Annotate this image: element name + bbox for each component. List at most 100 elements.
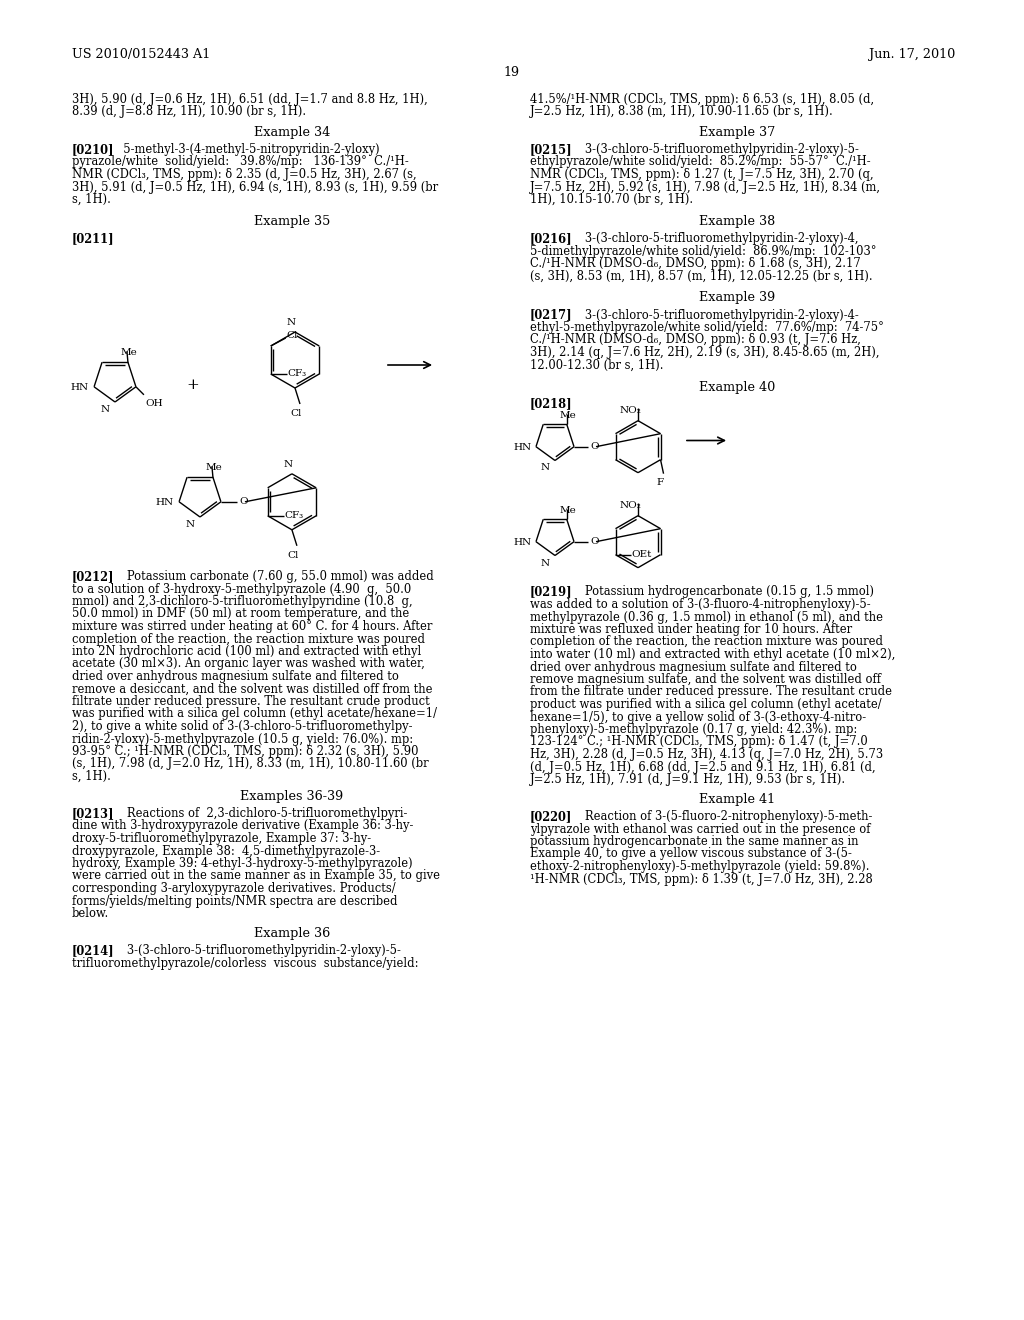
- Text: Me: Me: [206, 463, 222, 473]
- Text: remove magnesium sulfate, and the solvent was distilled off: remove magnesium sulfate, and the solven…: [530, 673, 881, 686]
- Text: Example 35: Example 35: [254, 215, 330, 228]
- Text: N: N: [541, 558, 550, 568]
- Text: 123-124° C.; ¹H-NMR (CDCl₃, TMS, ppm): δ 1.47 (t, J=7.0: 123-124° C.; ¹H-NMR (CDCl₃, TMS, ppm): δ…: [530, 735, 867, 748]
- Text: NO₂: NO₂: [620, 405, 641, 414]
- Text: dried over anhydrous magnesium sulfate and filtered to: dried over anhydrous magnesium sulfate a…: [530, 660, 857, 673]
- Text: Examples 36-39: Examples 36-39: [241, 789, 344, 803]
- Text: remove a desiccant, and the solvent was distilled off from the: remove a desiccant, and the solvent was …: [72, 682, 432, 696]
- Text: O: O: [590, 537, 599, 545]
- Text: pyrazole/white  solid/yield:   39.8%/mp:   136-139°  C./¹H-: pyrazole/white solid/yield: 39.8%/mp: 13…: [72, 156, 409, 169]
- Text: F: F: [656, 478, 664, 487]
- Text: N: N: [186, 520, 195, 529]
- Text: forms/yields/melting points/NMR spectra are described: forms/yields/melting points/NMR spectra …: [72, 895, 397, 908]
- Text: filtrate under reduced pressure. The resultant crude product: filtrate under reduced pressure. The res…: [72, 696, 430, 708]
- Text: dine with 3-hydroxypyrazole derivative (Example 36: 3-hy-: dine with 3-hydroxypyrazole derivative (…: [72, 820, 414, 833]
- Text: O: O: [239, 496, 248, 506]
- Text: 2), to give a white solid of 3-(3-chloro-5-trifluoromethylpy-: 2), to give a white solid of 3-(3-chloro…: [72, 719, 413, 733]
- Text: hexane=1/5), to give a yellow solid of 3-(3-ethoxy-4-nitro-: hexane=1/5), to give a yellow solid of 3…: [530, 710, 866, 723]
- Text: Example 40: Example 40: [698, 380, 775, 393]
- Text: +: +: [186, 378, 200, 392]
- Text: from the filtrate under reduced pressure. The resultant crude: from the filtrate under reduced pressure…: [530, 685, 892, 698]
- Text: mmol) and 2,3-dichloro-5-trifluoromethylpyridine (10.8  g,: mmol) and 2,3-dichloro-5-trifluoromethyl…: [72, 595, 413, 609]
- Text: [0214]: [0214]: [72, 944, 115, 957]
- Text: mixture was refluxed under heating for 10 hours. After: mixture was refluxed under heating for 1…: [530, 623, 852, 636]
- Text: [0217]: [0217]: [530, 309, 572, 322]
- Text: 8.39 (d, J=8.8 Hz, 1H), 10.90 (br s, 1H).: 8.39 (d, J=8.8 Hz, 1H), 10.90 (br s, 1H)…: [72, 106, 306, 119]
- Text: ethylpyrazole/white solid/yield:  85.2%/mp:  55-57°  C./¹H-: ethylpyrazole/white solid/yield: 85.2%/m…: [530, 156, 870, 169]
- Text: Reactions of  2,3-dichloro-5-trifluoromethylpyri-: Reactions of 2,3-dichloro-5-trifluoromet…: [116, 807, 408, 820]
- Text: 3H), 2.14 (q, J=7.6 Hz, 2H), 2.19 (s, 3H), 8.45-8.65 (m, 2H),: 3H), 2.14 (q, J=7.6 Hz, 2H), 2.19 (s, 3H…: [530, 346, 880, 359]
- Text: Cl: Cl: [288, 550, 299, 560]
- Text: corresponding 3-aryloxypyrazole derivatives. Products/: corresponding 3-aryloxypyrazole derivati…: [72, 882, 395, 895]
- Text: Reaction of 3-(5-fluoro-2-nitrophenyloxy)-5-meth-: Reaction of 3-(5-fluoro-2-nitrophenyloxy…: [574, 810, 872, 822]
- Text: ethoxy-2-nitrophenyloxy)-5-methylpyrazole (yield: 59.8%).: ethoxy-2-nitrophenyloxy)-5-methylpyrazol…: [530, 861, 869, 873]
- Text: Potassium hydrogencarbonate (0.15 g, 1.5 mmol): Potassium hydrogencarbonate (0.15 g, 1.5…: [574, 586, 874, 598]
- Text: N: N: [541, 463, 550, 473]
- Text: NO₂: NO₂: [620, 500, 641, 510]
- Text: N: N: [287, 318, 296, 327]
- Text: HN: HN: [155, 498, 173, 507]
- Text: 3-(3-chloro-5-trifluoromethylpyridin-2-yloxy)-5-: 3-(3-chloro-5-trifluoromethylpyridin-2-y…: [574, 143, 859, 156]
- Text: Example 41: Example 41: [699, 793, 775, 807]
- Text: [0213]: [0213]: [72, 807, 115, 820]
- Text: ridin-2-yloxy)-5-methylpyrazole (10.5 g, yield: 76.0%). mp:: ridin-2-yloxy)-5-methylpyrazole (10.5 g,…: [72, 733, 413, 746]
- Text: NMR (CDCl₃, TMS, ppm): δ 1.27 (t, J=7.5 Hz, 3H), 2.70 (q,: NMR (CDCl₃, TMS, ppm): δ 1.27 (t, J=7.5 …: [530, 168, 873, 181]
- Text: trifluoromethylpyrazole/colorless  viscous  substance/yield:: trifluoromethylpyrazole/colorless viscou…: [72, 957, 419, 969]
- Text: N: N: [101, 405, 110, 414]
- Text: CF₃: CF₃: [288, 370, 307, 378]
- Text: HN: HN: [70, 383, 88, 392]
- Text: s, 1H).: s, 1H).: [72, 193, 111, 206]
- Text: 19: 19: [504, 66, 520, 79]
- Text: Me: Me: [560, 412, 577, 420]
- Text: C./¹H-NMR (DMSO-d₆, DMSO, ppm): δ 1.68 (s, 3H), 2.17: C./¹H-NMR (DMSO-d₆, DMSO, ppm): δ 1.68 (…: [530, 257, 861, 271]
- Text: Example 34: Example 34: [254, 125, 330, 139]
- Text: Example 37: Example 37: [698, 125, 775, 139]
- Text: ethyl-5-methylpyrazole/white solid/yield:  77.6%/mp:  74-75°: ethyl-5-methylpyrazole/white solid/yield…: [530, 321, 884, 334]
- Text: US 2010/0152443 A1: US 2010/0152443 A1: [72, 48, 210, 61]
- Text: 5-dimethylpyrazole/white solid/yield:  86.9%/mp:  102-103°: 5-dimethylpyrazole/white solid/yield: 86…: [530, 244, 877, 257]
- Text: J=7.5 Hz, 2H), 5.92 (s, 1H), 7.98 (d, J=2.5 Hz, 1H), 8.34 (m,: J=7.5 Hz, 2H), 5.92 (s, 1H), 7.98 (d, J=…: [530, 181, 881, 194]
- Text: [0219]: [0219]: [530, 586, 572, 598]
- Text: 3H), 5.91 (d, J=0.5 Hz, 1H), 6.94 (s, 1H), 8.93 (s, 1H), 9.59 (br: 3H), 5.91 (d, J=0.5 Hz, 1H), 6.94 (s, 1H…: [72, 181, 438, 194]
- Text: methylpyrazole (0.36 g, 1.5 mmol) in ethanol (5 ml), and the: methylpyrazole (0.36 g, 1.5 mmol) in eth…: [530, 610, 883, 623]
- Text: [0210]: [0210]: [72, 143, 115, 156]
- Text: CF₃: CF₃: [285, 511, 304, 520]
- Text: dried over anhydrous magnesium sulfate and filtered to: dried over anhydrous magnesium sulfate a…: [72, 671, 399, 682]
- Text: to a solution of 3-hydroxy-5-methylpyrazole (4.90  g,  50.0: to a solution of 3-hydroxy-5-methylpyraz…: [72, 582, 412, 595]
- Text: O: O: [590, 442, 599, 450]
- Text: 5-methyl-3-(4-methyl-5-nitropyridin-2-yloxy): 5-methyl-3-(4-methyl-5-nitropyridin-2-yl…: [116, 143, 380, 156]
- Text: acetate (30 ml×3). An organic layer was washed with water,: acetate (30 ml×3). An organic layer was …: [72, 657, 425, 671]
- Text: Example 40, to give a yellow viscous substance of 3-(5-: Example 40, to give a yellow viscous sub…: [530, 847, 852, 861]
- Text: Example 39: Example 39: [698, 292, 775, 305]
- Text: into 2N hydrochloric acid (100 ml) and extracted with ethyl: into 2N hydrochloric acid (100 ml) and e…: [72, 645, 421, 657]
- Text: completion of the reaction, the reaction mixture was poured: completion of the reaction, the reaction…: [530, 635, 883, 648]
- Text: [0215]: [0215]: [530, 143, 572, 156]
- Text: 3-(3-chloro-5-trifluoromethylpyridin-2-yloxy)-5-: 3-(3-chloro-5-trifluoromethylpyridin-2-y…: [116, 944, 400, 957]
- Text: Me: Me: [121, 348, 137, 358]
- Text: HN: HN: [513, 537, 531, 546]
- Text: J=2.5 Hz, 1H), 7.91 (d, J=9.1 Hz, 1H), 9.53 (br s, 1H).: J=2.5 Hz, 1H), 7.91 (d, J=9.1 Hz, 1H), 9…: [530, 774, 846, 785]
- Text: [0211]: [0211]: [72, 232, 115, 246]
- Text: Hz, 3H), 2.28 (d, J=0.5 Hz, 3H), 4.13 (q, J=7.0 Hz, 2H), 5.73: Hz, 3H), 2.28 (d, J=0.5 Hz, 3H), 4.13 (q…: [530, 748, 883, 762]
- Text: 1H), 10.15-10.70 (br s, 1H).: 1H), 10.15-10.70 (br s, 1H).: [530, 193, 693, 206]
- Text: phenyloxy)-5-methylpyrazole (0.17 g, yield: 42.3%). mp:: phenyloxy)-5-methylpyrazole (0.17 g, yie…: [530, 723, 857, 737]
- Text: (s, 1H), 7.98 (d, J=2.0 Hz, 1H), 8.33 (m, 1H), 10.80-11.60 (br: (s, 1H), 7.98 (d, J=2.0 Hz, 1H), 8.33 (m…: [72, 758, 429, 771]
- Text: Me: Me: [560, 507, 577, 515]
- Text: completion of the reaction, the reaction mixture was poured: completion of the reaction, the reaction…: [72, 632, 425, 645]
- Text: below.: below.: [72, 907, 110, 920]
- Text: (s, 3H), 8.53 (m, 1H), 8.57 (m, 1H), 12.05-12.25 (br s, 1H).: (s, 3H), 8.53 (m, 1H), 8.57 (m, 1H), 12.…: [530, 269, 872, 282]
- Text: 50.0 mmol) in DMF (50 ml) at room temperature, and the: 50.0 mmol) in DMF (50 ml) at room temper…: [72, 607, 410, 620]
- Text: N: N: [284, 459, 293, 469]
- Text: [0218]: [0218]: [530, 397, 572, 411]
- Text: (d, J=0.5 Hz, 1H), 6.68 (dd, J=2.5 and 9.1 Hz, 1H), 6.81 (d,: (d, J=0.5 Hz, 1H), 6.68 (dd, J=2.5 and 9…: [530, 760, 876, 774]
- Text: 3H), 5.90 (d, J=0.6 Hz, 1H), 6.51 (dd, J=1.7 and 8.8 Hz, 1H),: 3H), 5.90 (d, J=0.6 Hz, 1H), 6.51 (dd, J…: [72, 92, 428, 106]
- Text: [0216]: [0216]: [530, 232, 572, 246]
- Text: ¹H-NMR (CDCl₃, TMS, ppm): δ 1.39 (t, J=7.0 Hz, 3H), 2.28: ¹H-NMR (CDCl₃, TMS, ppm): δ 1.39 (t, J=7…: [530, 873, 872, 886]
- Text: 3-(3-chloro-5-trifluoromethylpyridin-2-yloxy)-4-: 3-(3-chloro-5-trifluoromethylpyridin-2-y…: [574, 309, 859, 322]
- Text: [0212]: [0212]: [72, 570, 115, 583]
- Text: Cl: Cl: [291, 409, 302, 418]
- Text: mixture was stirred under heating at 60° C. for 4 hours. After: mixture was stirred under heating at 60°…: [72, 620, 432, 634]
- Text: C./¹H-NMR (DMSO-d₆, DMSO, ppm): δ 0.93 (t, J=7.6 Hz,: C./¹H-NMR (DMSO-d₆, DMSO, ppm): δ 0.93 (…: [530, 334, 861, 346]
- Text: OH: OH: [145, 399, 163, 408]
- Text: Example 38: Example 38: [698, 215, 775, 228]
